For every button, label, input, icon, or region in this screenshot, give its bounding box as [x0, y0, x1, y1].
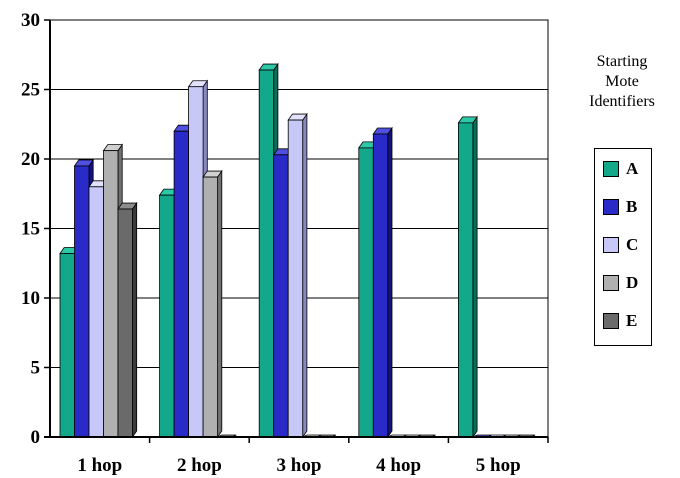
- legend-label-c: C: [626, 235, 639, 254]
- bars: [59, 62, 536, 439]
- bar-c-3: [287, 112, 308, 439]
- legend-item-e: E: [603, 311, 637, 331]
- y-tick-label: 30: [21, 10, 40, 31]
- legend-label-a: A: [626, 159, 639, 178]
- legend-title-line-2: Mote: [605, 73, 639, 90]
- legend-item-a: A: [603, 159, 638, 179]
- legend-item-c: C: [603, 235, 638, 255]
- legend-item-b: B: [603, 197, 637, 217]
- legend-swatch-b: [603, 199, 619, 215]
- axes: [44, 19, 549, 443]
- y-tick-label: 5: [31, 358, 41, 379]
- y-tick-label: 10: [21, 288, 40, 309]
- legend-title: Starting Mote Identifiers: [572, 52, 672, 112]
- legend-label-d: D: [626, 273, 639, 292]
- y-tick-label: 25: [21, 80, 40, 101]
- x-tick-label: 5 hop: [476, 455, 521, 476]
- y-tick-label: 15: [21, 219, 40, 240]
- bar-a-5: [457, 115, 478, 439]
- x-tick-label: 2 hop: [177, 455, 222, 476]
- legend-title-line-3: Identifiers: [589, 93, 655, 110]
- legend-swatch-c: [603, 237, 619, 253]
- bar-e-1: [117, 201, 138, 439]
- x-tick-label: 3 hop: [277, 455, 322, 476]
- legend-label-b: B: [626, 197, 638, 216]
- y-tick-labels: 0 5 10 15 20 25 30: [21, 10, 40, 448]
- y-tick-label: 20: [21, 149, 40, 170]
- legend-label-e: E: [626, 311, 638, 330]
- bar-d-2: [202, 169, 223, 439]
- x-tick-label: 1 hop: [77, 455, 122, 476]
- legend-swatch-a: [603, 161, 619, 177]
- legend-item-d: D: [603, 273, 638, 293]
- x-tick-labels: 1 hop 2 hop 3 hop 4 hop 5 hop: [77, 455, 520, 476]
- y-tick-label: 0: [31, 427, 41, 448]
- legend-swatch-d: [603, 275, 619, 291]
- bar-b-4: [372, 126, 393, 439]
- legend: A B C D E: [594, 148, 652, 346]
- x-tick-label: 4 hop: [376, 455, 421, 476]
- legend-title-line-1: Starting: [596, 53, 648, 70]
- legend-swatch-e: [603, 313, 619, 329]
